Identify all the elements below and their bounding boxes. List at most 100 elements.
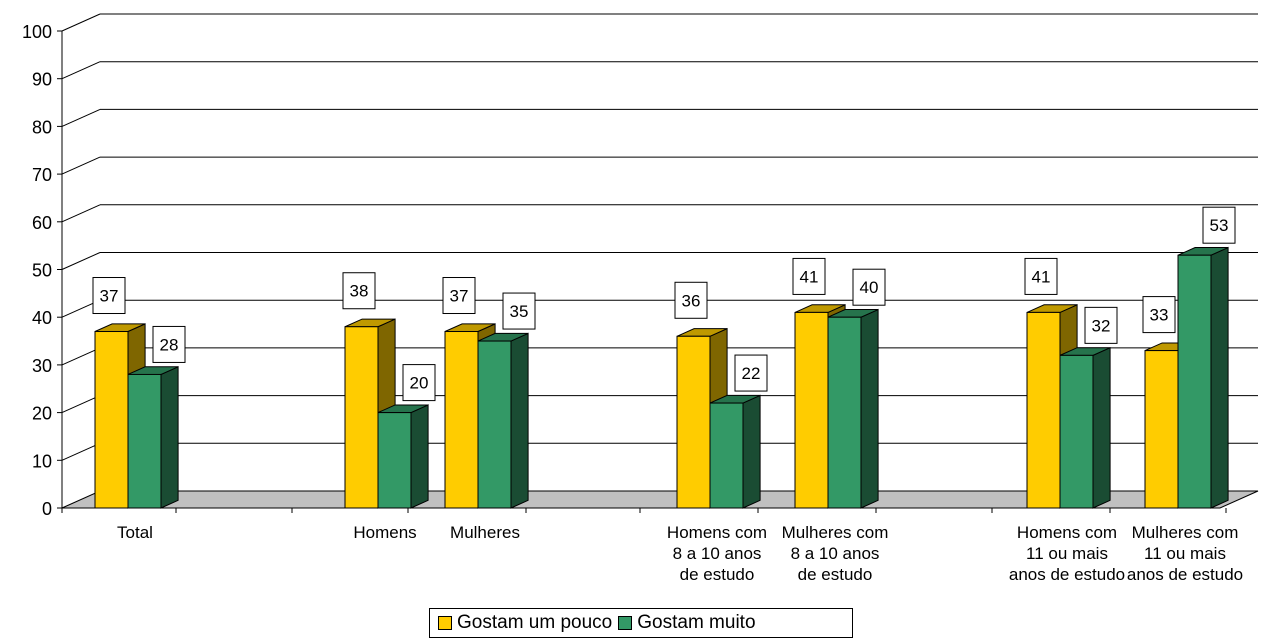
x-tick-label-1: Homens bbox=[353, 523, 416, 542]
x-tick-label-line: anos de estudo bbox=[1127, 565, 1243, 584]
bar-side-gostam-muito-4 bbox=[860, 308, 879, 509]
data-label-box-gostam-muito-5 bbox=[1084, 306, 1118, 344]
bar-gostam-muito-6 bbox=[1177, 254, 1212, 509]
data-label-gostam-muito-4: 40 bbox=[860, 278, 879, 297]
x-tick-label-line: Total bbox=[117, 523, 153, 542]
x-tick-label-line: Homens com bbox=[667, 523, 767, 542]
x-tick-label-line: 8 a 10 anos bbox=[791, 544, 880, 563]
data-label-gostam-muito-2: 35 bbox=[510, 302, 529, 321]
data-label-gostam-muito-6: 53 bbox=[1210, 216, 1229, 235]
data-label-box-gostam-muito-3 bbox=[734, 354, 768, 392]
data-label-box-gostam-muito-6 bbox=[1202, 206, 1236, 244]
x-tick-label-line: Mulheres com bbox=[782, 523, 889, 542]
legend-swatch-gostam-um-pouco bbox=[438, 616, 452, 630]
y-tick-label-100: 100 bbox=[22, 22, 52, 42]
x-tick-label-line: 11 ou mais bbox=[1144, 544, 1226, 563]
legend-item-gostam-muito: Gostam muito bbox=[618, 612, 756, 634]
x-tick-label-line: de estudo bbox=[798, 565, 873, 584]
y-tick-label-80: 80 bbox=[32, 117, 52, 137]
bar-gostam-muito-2 bbox=[477, 340, 512, 509]
grid-depth-10 bbox=[61, 442, 101, 461]
bar-gostam-muito-0 bbox=[127, 373, 162, 509]
bar-side-gostam-muito-6 bbox=[1210, 246, 1229, 509]
data-label-box-gostam-muito-2 bbox=[502, 292, 536, 330]
legend-label-gostam-muito: Gostam muito bbox=[637, 612, 756, 633]
bar-gostam-um-pouco-6 bbox=[1144, 350, 1179, 509]
y-tick-label-60: 60 bbox=[32, 213, 52, 233]
data-label-gostam-um-pouco-6: 33 bbox=[1150, 306, 1169, 325]
data-label-gostam-um-pouco-1: 38 bbox=[350, 282, 369, 301]
data-label-gostam-um-pouco-2: 37 bbox=[450, 287, 469, 306]
grid-depth-30 bbox=[61, 347, 101, 366]
y-tick-label-40: 40 bbox=[32, 308, 52, 328]
data-label-box-gostam-um-pouco-6 bbox=[1142, 296, 1176, 334]
data-label-gostam-um-pouco-4: 41 bbox=[800, 267, 819, 286]
bar-gostam-um-pouco-4 bbox=[794, 311, 829, 509]
bar-gostam-muito-1 bbox=[377, 412, 412, 509]
data-label-box-gostam-um-pouco-4 bbox=[792, 257, 826, 295]
x-tick-label-line: de estudo bbox=[680, 565, 755, 584]
grid-depth-60 bbox=[61, 204, 101, 223]
data-label-box-gostam-muito-1 bbox=[402, 364, 436, 402]
y-tick-label-50: 50 bbox=[32, 261, 52, 281]
bar-side-gostam-muito-5 bbox=[1092, 346, 1111, 509]
bar-side-gostam-muito-0 bbox=[160, 366, 179, 509]
data-label-gostam-muito-5: 32 bbox=[1092, 316, 1111, 335]
x-tick-label-line: 8 a 10 anos bbox=[673, 544, 762, 563]
data-label-box-gostam-um-pouco-1 bbox=[342, 272, 376, 310]
bar-gostam-um-pouco-3 bbox=[676, 335, 711, 509]
legend-swatch-gostam-muito bbox=[618, 616, 633, 630]
y-tick-label-90: 90 bbox=[32, 70, 52, 90]
data-label-box-gostam-muito-4 bbox=[852, 268, 886, 306]
bar-layer bbox=[94, 246, 1229, 509]
x-tick-label-line: Mulheres bbox=[450, 523, 520, 542]
x-tick-label-line: Homens bbox=[353, 523, 416, 542]
bar-gostam-um-pouco-2 bbox=[444, 331, 479, 509]
data-label-box-gostam-muito-0 bbox=[152, 325, 186, 363]
data-label-gostam-um-pouco-3: 36 bbox=[682, 291, 701, 310]
x-tick-label-line: Homens com bbox=[1017, 523, 1117, 542]
data-label-box-gostam-um-pouco-2 bbox=[442, 277, 476, 315]
grid-depth-50 bbox=[61, 252, 101, 270]
y-tick-label-30: 30 bbox=[32, 356, 52, 376]
y-tick-label-10: 10 bbox=[32, 451, 52, 471]
legend-item-gostam-um-pouco: Gostam um pouco bbox=[438, 612, 612, 634]
x-tick-label-4: Mulheres com 8 a 10 anos de estudo bbox=[782, 523, 889, 584]
x-tick-label-line: 11 ou mais bbox=[1026, 544, 1108, 563]
grid-depth-80 bbox=[61, 108, 101, 127]
grid-depth-100 bbox=[61, 13, 101, 32]
data-label-gostam-muito-3: 22 bbox=[742, 364, 761, 383]
y-tick-label-70: 70 bbox=[32, 165, 52, 185]
x-tick-label-line: Mulheres com bbox=[1132, 523, 1239, 542]
grid-depth-90 bbox=[61, 61, 101, 80]
data-label-gostam-um-pouco-5: 41 bbox=[1032, 267, 1051, 286]
bar-gostam-um-pouco-1 bbox=[344, 326, 379, 509]
bar-gostam-muito-5 bbox=[1059, 354, 1094, 509]
data-label-box-gostam-um-pouco-3 bbox=[674, 281, 708, 319]
data-label-gostam-muito-1: 20 bbox=[410, 374, 429, 393]
grid-depth-70 bbox=[61, 156, 101, 175]
bar-gostam-muito-3 bbox=[709, 402, 744, 509]
x-tick-label-line: anos de estudo bbox=[1009, 565, 1125, 584]
data-label-box-gostam-um-pouco-0 bbox=[92, 277, 126, 315]
data-label-box-gostam-um-pouco-5 bbox=[1024, 257, 1058, 295]
bar-gostam-um-pouco-5 bbox=[1026, 311, 1061, 509]
bar-side-gostam-muito-1 bbox=[410, 404, 429, 509]
y-tick-label-0: 0 bbox=[42, 499, 52, 519]
x-tick-label-3: Homens com 8 a 10 anos de estudo bbox=[667, 523, 767, 584]
x-tick-label-5: Homens com 11 ou mais anos de estudo bbox=[1009, 523, 1125, 584]
x-tick-label-2: Mulheres bbox=[450, 523, 520, 542]
bar-gostam-um-pouco-0 bbox=[94, 331, 129, 509]
data-label-gostam-um-pouco-0: 37 bbox=[100, 287, 119, 306]
axis-layer: 0 10 20 30 40 50 60 70 80 90 100 Total Homens Mulhere… bbox=[22, 22, 1243, 584]
grid-depth-20 bbox=[61, 395, 101, 414]
legend: Gostam um pouco Gostam muito bbox=[429, 608, 853, 638]
y-tick-label-20: 20 bbox=[32, 404, 52, 424]
data-label-gostam-muito-0: 28 bbox=[160, 335, 179, 354]
bar-side-gostam-muito-2 bbox=[510, 332, 529, 509]
label-layer: 37 28 38 20 37 35 36 22 41 40 41 32 33 53 bbox=[92, 206, 1236, 402]
x-tick-label-0: Total bbox=[117, 523, 153, 542]
bar-gostam-muito-4 bbox=[827, 316, 862, 509]
bar-side-gostam-muito-3 bbox=[742, 394, 761, 509]
